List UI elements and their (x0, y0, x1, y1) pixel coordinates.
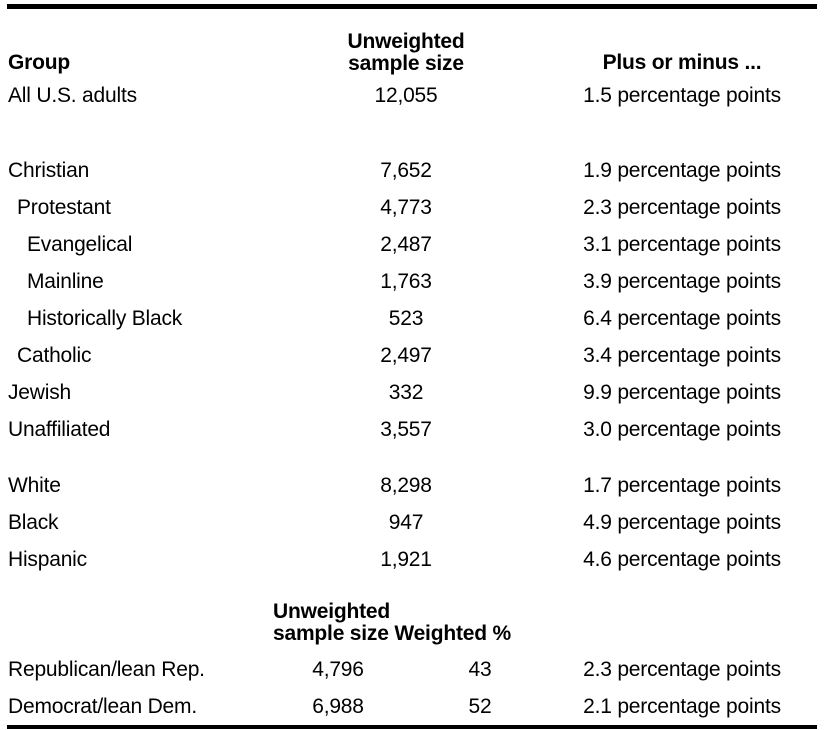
sample-size-cell: 4,796 (312, 657, 364, 681)
party-header-line2: sample size Weighted % (273, 622, 511, 645)
margin-cell: 2.1 percentage points (583, 694, 781, 718)
sample-size-cell: 2,497 (380, 343, 432, 367)
group-cell: Protestant (17, 195, 111, 219)
margin-cell: 4.9 percentage points (583, 510, 781, 534)
party-header-line1: Unweighted (273, 600, 390, 623)
margin-cell: 3.0 percentage points (583, 417, 781, 441)
weighted-pct-cell: 43 (468, 657, 492, 681)
margin-cell: 2.3 percentage points (583, 195, 781, 219)
group-cell: Mainline (27, 269, 104, 293)
party-header: Unweighted sample size Weighted % (7, 578, 817, 651)
table-header: Group Unweighted sample size Plus or minu… (7, 9, 817, 77)
table-row: Hispanic 1,921 4.6 percentage points (7, 541, 817, 578)
group-cell: Hispanic (8, 547, 87, 571)
margin-cell: 9.9 percentage points (583, 380, 781, 404)
table-row: Christian 7,652 1.9 percentage points (7, 152, 817, 189)
table-row: Black 947 4.9 percentage points (7, 504, 817, 541)
table-row: Unaffiliated 3,557 3.0 percentage points (7, 411, 817, 448)
sample-size-cell: 2,487 (380, 232, 432, 256)
sample-size-cell: 8,298 (380, 473, 432, 497)
margin-cell: 6.4 percentage points (583, 306, 781, 330)
table-row: Jewish 332 9.9 percentage points (7, 374, 817, 411)
group-cell: Catholic (17, 343, 92, 367)
column-header-group: Group (8, 51, 70, 74)
sample-size-cell: 7,652 (380, 158, 432, 182)
group-cell: Black (8, 510, 59, 534)
sample-size-cell: 4,773 (380, 195, 432, 219)
margin-cell: 1.9 percentage points (583, 158, 781, 182)
table-row: All U.S. adults 12,055 1.5 percentage po… (7, 77, 817, 114)
margin-cell: 3.4 percentage points (583, 343, 781, 367)
group-cell: White (8, 473, 61, 497)
group-cell: Democrat/lean Dem. (8, 694, 197, 718)
table-row: Republican/lean Rep. 4,796 43 2.3 percen… (7, 651, 817, 688)
group-cell: Christian (8, 158, 90, 182)
column-header-unweighted-weighted: Unweighted sample size Weighted % (273, 601, 511, 645)
group-cell: Historically Black (27, 306, 183, 330)
table-row: Evangelical 2,487 3.1 percentage points (7, 226, 817, 263)
margin-cell: 4.6 percentage points (583, 547, 781, 571)
weighted-pct-cell: 52 (468, 694, 492, 718)
column-header-unweighted-line2: sample size (348, 52, 464, 75)
sample-size-cell: 523 (388, 306, 424, 330)
group-cell: Evangelical (27, 232, 133, 256)
section-gap (7, 448, 817, 467)
sample-size-table: Group Unweighted sample size Plus or minu… (7, 4, 817, 729)
margin-cell: 3.1 percentage points (583, 232, 781, 256)
group-cell: All U.S. adults (8, 83, 137, 107)
group-cell: Republican/lean Rep. (8, 657, 205, 681)
group-cell: Jewish (8, 380, 71, 404)
margin-cell: 1.5 percentage points (583, 83, 781, 107)
column-header-plus-minus: Plus or minus ... (602, 51, 762, 74)
column-header-unweighted-line1: Unweighted (347, 30, 465, 53)
sample-size-cell: 947 (388, 510, 424, 534)
table-row: Protestant 4,773 2.3 percentage points (7, 189, 817, 226)
column-header-unweighted-sample-size: Unweighted sample size (348, 31, 465, 75)
table-row: Catholic 2,497 3.4 percentage points (7, 337, 817, 374)
section-gap (7, 114, 817, 152)
table-row: Historically Black 523 6.4 percentage po… (7, 300, 817, 337)
table-row: Democrat/lean Dem. 6,988 52 2.1 percenta… (7, 688, 817, 725)
sample-size-cell: 1,763 (380, 269, 432, 293)
margin-cell: 2.3 percentage points (583, 657, 781, 681)
sample-size-cell: 12,055 (374, 83, 438, 107)
table-row: White 8,298 1.7 percentage points (7, 467, 817, 504)
margin-cell: 3.9 percentage points (583, 269, 781, 293)
table-row: Mainline 1,763 3.9 percentage points (7, 263, 817, 300)
group-cell: Unaffiliated (8, 417, 111, 441)
sample-size-cell: 332 (388, 380, 424, 404)
sample-size-cell: 3,557 (380, 417, 432, 441)
sample-size-cell: 6,988 (312, 694, 364, 718)
margin-cell: 1.7 percentage points (583, 473, 781, 497)
sample-size-cell: 1,921 (380, 547, 432, 571)
